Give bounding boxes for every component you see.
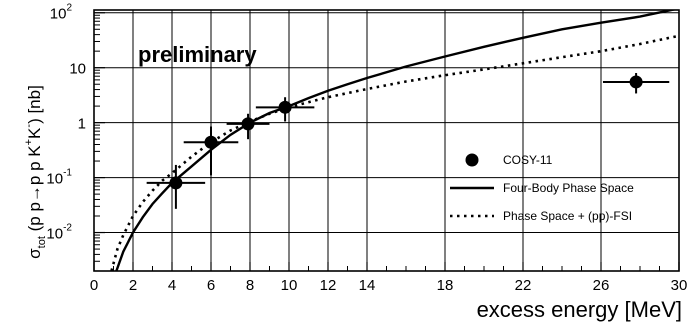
x-tick-label: 2 (129, 277, 137, 294)
legend-label: COSY-11 (503, 153, 553, 167)
x-axis-label: excess energy [MeV] (477, 297, 682, 322)
y-tick-exponent: 2 (66, 3, 72, 14)
x-tick-label: 0 (90, 277, 98, 294)
y-tick-base: 10 (50, 6, 67, 23)
y-label-kminus-k: K (25, 127, 44, 139)
x-tick-label: 30 (671, 277, 688, 294)
y-label-reaction-end: p p K (25, 145, 44, 185)
y-tick-label: 1 (78, 116, 86, 133)
legend-item: Phase Space + (pp)-FSI (450, 209, 632, 223)
y-label-kminus: - (23, 124, 35, 128)
x-tick-label: 26 (593, 277, 610, 294)
y-tick-base: 10 (69, 61, 86, 78)
y-tick-base: 10 (46, 171, 63, 188)
y-tick-base: 10 (46, 226, 63, 243)
data-marker (278, 100, 292, 114)
data-marker (629, 75, 643, 89)
data-point (255, 97, 315, 122)
y-label-reaction-start: (p p (25, 202, 44, 236)
x-tick-label: 6 (207, 277, 215, 294)
data-point (602, 73, 670, 94)
y-tick-base: 1 (78, 116, 86, 133)
y-label-close: ) [nb] (25, 85, 44, 124)
y-label-kplus: + (23, 139, 35, 145)
data-marker (241, 117, 255, 131)
x-tick-label: 10 (281, 277, 298, 294)
x-tick-label: 18 (437, 277, 454, 294)
legend-label: Four-Body Phase Space (503, 181, 634, 195)
y-tick-label: 10 (69, 61, 86, 78)
legend: COSY-11 Four-Body Phase Space Phase Space … (450, 153, 634, 223)
y-label-arrow: → (25, 185, 44, 202)
data-marker (204, 135, 218, 149)
preliminary-annotation: preliminary (138, 42, 257, 67)
y-tick-label: 10-1 (46, 168, 72, 188)
y-label-sigma: σ (25, 248, 44, 259)
data-points (146, 73, 670, 209)
y-axis-label: σtot (p p→p p K+K-) [nb] (23, 85, 48, 259)
y-tick-label: 10-2 (46, 223, 72, 243)
legend-item: COSY-11 (465, 153, 553, 167)
legend-item: Four-Body Phase Space (450, 181, 634, 195)
grid-lines (94, 10, 679, 271)
data-marker (169, 176, 183, 190)
x-tick-label: 8 (246, 277, 254, 294)
legend-label: Phase Space + (pp)-FSI (503, 209, 632, 223)
legend-marker (465, 153, 479, 167)
data-point (146, 164, 206, 209)
data-point (183, 126, 239, 176)
x-tick-label: 14 (359, 277, 376, 294)
y-label-tot: tot (36, 236, 48, 248)
x-tick-label: 4 (168, 277, 176, 294)
y-tick-exponent: -2 (63, 223, 72, 234)
y-tick-exponent: -1 (63, 168, 72, 179)
y-tick-label: 102 (50, 3, 73, 23)
fsi-curve (110, 34, 679, 271)
x-tick-label: 22 (515, 277, 532, 294)
data-point (226, 113, 270, 140)
x-tick-label: 12 (320, 277, 337, 294)
